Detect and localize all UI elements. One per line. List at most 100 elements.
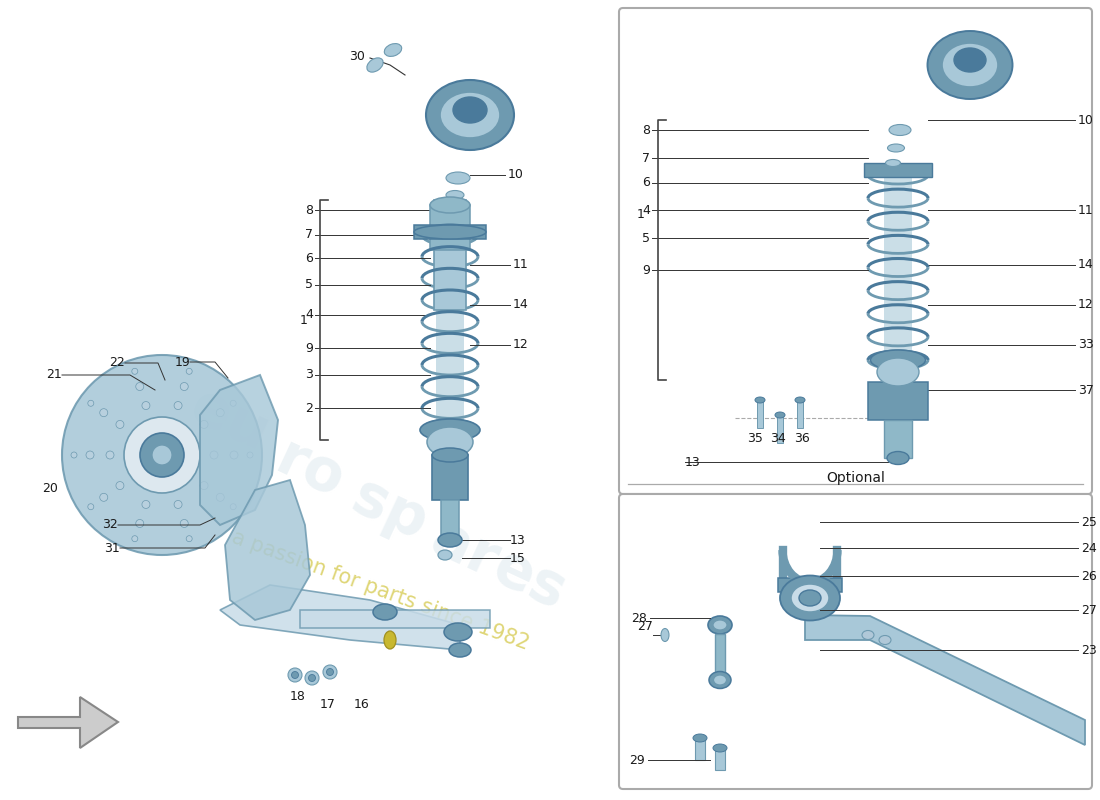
Text: 17: 17 [320, 698, 336, 711]
Bar [441, 500, 459, 540]
Ellipse shape [427, 427, 473, 457]
Text: 11: 11 [1078, 203, 1093, 217]
Text: 12: 12 [1078, 298, 1093, 311]
Circle shape [124, 417, 200, 493]
Circle shape [142, 501, 150, 509]
Ellipse shape [430, 197, 470, 213]
Text: 21: 21 [46, 369, 62, 382]
Ellipse shape [420, 419, 480, 441]
FancyBboxPatch shape [619, 8, 1092, 494]
FancyBboxPatch shape [619, 494, 1092, 789]
Ellipse shape [414, 225, 486, 239]
Bar [434, 200, 466, 310]
Text: 9: 9 [642, 263, 650, 277]
Ellipse shape [446, 190, 464, 199]
Circle shape [230, 451, 238, 459]
Text: 31: 31 [104, 542, 120, 554]
Ellipse shape [373, 604, 397, 620]
Circle shape [292, 671, 298, 678]
Circle shape [200, 482, 208, 490]
Text: 26: 26 [1081, 570, 1097, 582]
Text: 19: 19 [174, 355, 190, 369]
Text: 34: 34 [770, 432, 785, 445]
Circle shape [230, 504, 236, 510]
Text: 27: 27 [637, 621, 653, 634]
Ellipse shape [438, 550, 452, 560]
Bar [715, 748, 725, 770]
Text: 10: 10 [1078, 114, 1093, 126]
Circle shape [132, 368, 138, 374]
Circle shape [174, 402, 183, 410]
Text: 20: 20 [42, 482, 58, 494]
Ellipse shape [438, 533, 462, 547]
Polygon shape [805, 615, 1085, 745]
Polygon shape [220, 585, 460, 650]
Circle shape [200, 421, 208, 429]
Ellipse shape [942, 43, 998, 87]
Text: 11: 11 [513, 258, 529, 271]
Ellipse shape [889, 125, 911, 135]
Text: 13: 13 [685, 455, 701, 469]
Text: 32: 32 [102, 518, 118, 531]
Ellipse shape [927, 31, 1012, 99]
Text: 15: 15 [510, 551, 526, 565]
Text: 4: 4 [642, 203, 650, 217]
Circle shape [180, 382, 188, 390]
Ellipse shape [780, 575, 840, 621]
Bar [777, 415, 783, 443]
Text: 3: 3 [305, 369, 314, 382]
Ellipse shape [888, 144, 904, 152]
Bar [757, 400, 763, 428]
Text: 6: 6 [642, 177, 650, 190]
Text: ro: ro [266, 430, 353, 510]
Ellipse shape [886, 159, 901, 166]
Ellipse shape [776, 412, 785, 418]
Ellipse shape [879, 635, 891, 645]
Ellipse shape [384, 43, 402, 57]
Ellipse shape [444, 623, 472, 641]
Text: 22: 22 [109, 357, 125, 370]
Text: 2: 2 [305, 402, 314, 414]
Circle shape [323, 665, 337, 679]
Circle shape [180, 519, 188, 527]
Text: 5: 5 [305, 278, 314, 291]
Circle shape [100, 409, 108, 417]
Circle shape [327, 669, 333, 675]
Circle shape [186, 368, 192, 374]
Text: 36: 36 [794, 432, 810, 445]
Ellipse shape [713, 744, 727, 752]
Ellipse shape [954, 48, 986, 72]
Text: 8: 8 [305, 203, 314, 217]
Bar [798, 400, 803, 428]
Circle shape [308, 674, 316, 682]
Text: 8: 8 [642, 123, 650, 137]
Ellipse shape [877, 358, 918, 386]
Circle shape [62, 355, 262, 555]
Text: 14: 14 [513, 298, 529, 311]
Polygon shape [18, 697, 118, 748]
Bar [715, 634, 725, 679]
Text: since 1982: since 1982 [814, 298, 906, 342]
Ellipse shape [887, 451, 909, 465]
Text: 1: 1 [300, 314, 308, 326]
Text: 12: 12 [513, 338, 529, 351]
Ellipse shape [862, 630, 874, 639]
Circle shape [132, 536, 138, 542]
Ellipse shape [693, 734, 707, 742]
Circle shape [217, 494, 224, 502]
Polygon shape [226, 480, 310, 620]
Text: 33: 33 [1078, 338, 1093, 351]
Circle shape [100, 494, 108, 502]
Ellipse shape [791, 584, 829, 612]
Ellipse shape [755, 397, 764, 403]
Circle shape [88, 504, 94, 510]
Ellipse shape [713, 620, 727, 630]
Circle shape [248, 452, 253, 458]
Text: 13: 13 [510, 534, 526, 546]
Bar [695, 738, 705, 760]
Text: 29: 29 [629, 754, 645, 766]
Bar [414, 225, 486, 239]
Text: 6: 6 [305, 251, 314, 265]
Circle shape [174, 501, 183, 509]
Text: 4: 4 [305, 309, 314, 322]
